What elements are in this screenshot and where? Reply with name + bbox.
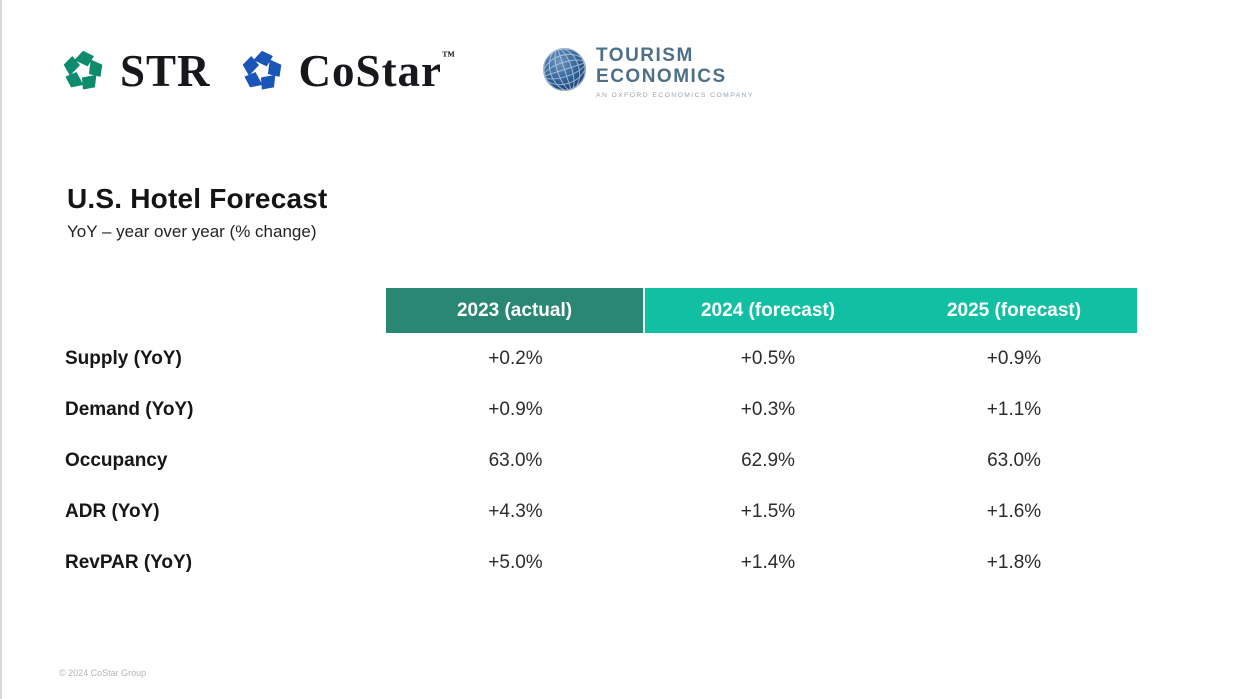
oxford-economics-tagline: AN OXFORD ECONOMICS COMPANY	[596, 92, 754, 100]
demand-2024-value: +0.3%	[740, 398, 796, 420]
supply-2025-value: +0.9%	[986, 347, 1042, 369]
column-header-2023-actual: 2023 (actual)	[386, 288, 645, 333]
left-edge-divider	[0, 0, 2, 699]
column-header-2025-forecast: 2025 (forecast)	[891, 288, 1137, 333]
revpar-2024-value: +1.4%	[740, 551, 796, 573]
occupancy-2023-value: 63.0%	[488, 449, 543, 471]
row-label-occupancy: Occupancy	[65, 449, 168, 471]
demand-2023-value: +0.9%	[488, 398, 543, 420]
page-subtitle: YoY – year over year (% change)	[67, 222, 317, 241]
row-label-supply: Supply (YoY)	[65, 347, 182, 369]
adr-2025-value: +1.6%	[986, 500, 1042, 522]
globe-icon	[542, 47, 587, 92]
demand-2025-value: +1.1%	[986, 398, 1042, 420]
adr-2024-value: +1.5%	[740, 500, 796, 522]
adr-2023-value: +4.3%	[488, 500, 543, 522]
str-logo: STR	[58, 40, 211, 102]
revpar-2023-value: +5.0%	[488, 551, 543, 573]
tourism-economics-text: TOURISM ECONOMICS AN OXFORD ECONOMICS CO…	[596, 45, 754, 100]
tourism-economics-logo: TOURISM ECONOMICS AN OXFORD ECONOMICS CO…	[541, 40, 754, 99]
row-label-demand: Demand (YoY)	[65, 398, 194, 420]
revpar-2025-value: +1.8%	[986, 551, 1042, 573]
tourism-line: TOURISM	[596, 45, 694, 66]
str-wordmark: STR	[120, 45, 211, 96]
costar-pinwheel-icon	[242, 50, 281, 90]
supply-2023-value: +0.2%	[488, 347, 543, 369]
row-label-revpar: RevPAR (YoY)	[65, 551, 193, 573]
costar-wordmark: CoStar™	[298, 45, 456, 96]
page-title: U.S. Hotel Forecast	[67, 183, 328, 214]
copyright-note: © 2024 CoStar Group	[59, 668, 147, 678]
table-corner-spacer	[0, 288, 386, 333]
str-pinwheel-icon	[63, 50, 103, 90]
logo-row: STR CoStar™	[58, 40, 754, 102]
occupancy-2025-value: 63.0%	[987, 449, 1041, 471]
costar-logo: CoStar™	[237, 40, 455, 102]
title-block: U.S. Hotel Forecast YoY – year over year…	[67, 183, 328, 242]
column-header-2024-forecast: 2024 (forecast)	[645, 288, 891, 333]
trademark-symbol: ™	[442, 47, 456, 63]
supply-2024-value: +0.5%	[740, 347, 796, 369]
forecast-table: 2023 (actual) 2024 (forecast) 2025 (fore…	[0, 288, 1137, 588]
economics-line: ECONOMICS	[596, 65, 727, 87]
occupancy-2024-value: 62.9%	[741, 449, 795, 471]
row-label-adr: ADR (YoY)	[65, 500, 160, 522]
